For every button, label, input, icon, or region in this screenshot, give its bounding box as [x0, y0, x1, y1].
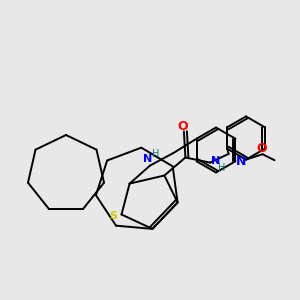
Text: N: N [236, 155, 246, 168]
Text: H: H [152, 148, 159, 159]
Text: N: N [211, 156, 220, 166]
Text: S: S [109, 211, 117, 221]
Text: O: O [177, 120, 188, 134]
Text: O: O [256, 142, 267, 155]
Text: H: H [218, 163, 226, 173]
Text: N: N [143, 154, 152, 164]
